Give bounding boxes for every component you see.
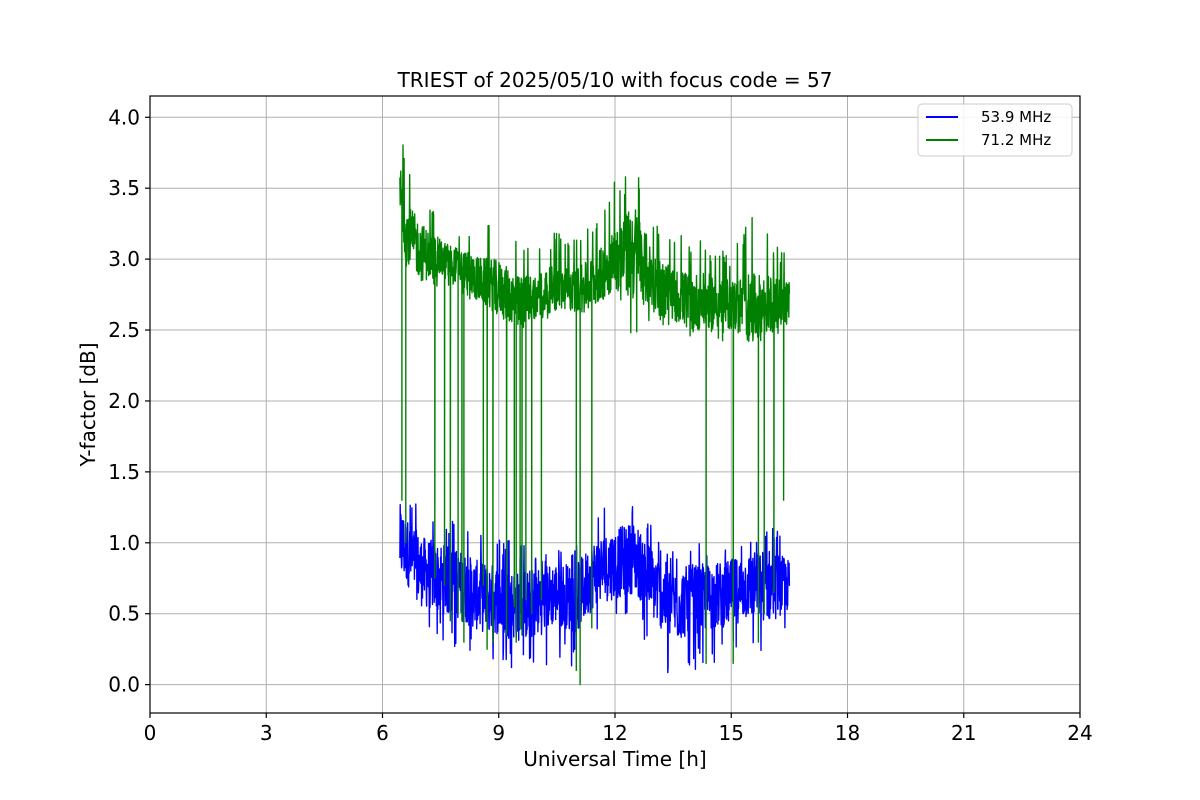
chart-title: TRIEST of 2025/05/10 with focus code = 5… [397, 68, 833, 92]
y-tick-label: 3.5 [108, 176, 140, 200]
y-tick-label: 3.0 [108, 247, 140, 271]
y-tick-label: 0.5 [108, 602, 140, 626]
x-axis-label: Universal Time [h] [523, 747, 706, 771]
x-tick-label: 21 [951, 721, 976, 745]
series-line-2 [399, 144, 791, 686]
y-tick-label: 1.5 [108, 460, 140, 484]
series-line-1 [399, 503, 791, 674]
legend-label-series-1: 53.9 MHz [981, 108, 1051, 126]
y-axis-label: Y-factor [dB] [76, 342, 100, 467]
y-tick-label: 1.0 [108, 531, 140, 555]
axis-ticks: 0 3 6 9 12 15 18 21 24 0.0 0.5 1.0 1.5 2.0 2.5 3.0 3.5 4.… [108, 105, 1093, 745]
x-tick-label: 15 [719, 721, 744, 745]
y-tick-label: 2.5 [108, 318, 140, 342]
x-tick-label: 12 [602, 721, 627, 745]
x-tick-label: 18 [835, 721, 860, 745]
y-tick-label: 4.0 [108, 105, 140, 129]
legend-label-series-2: 71.2 MHz [981, 131, 1051, 149]
x-tick-label: 6 [376, 721, 389, 745]
y-tick-label: 2.0 [108, 389, 140, 413]
x-tick-label: 24 [1067, 721, 1092, 745]
legend: 53.9 MHz 71.2 MHz [917, 103, 1073, 157]
x-tick-label: 0 [144, 721, 157, 745]
y-tick-label: 0.0 [108, 673, 140, 697]
plot-series [399, 144, 791, 686]
x-tick-label: 3 [260, 721, 273, 745]
x-tick-label: 9 [492, 721, 505, 745]
